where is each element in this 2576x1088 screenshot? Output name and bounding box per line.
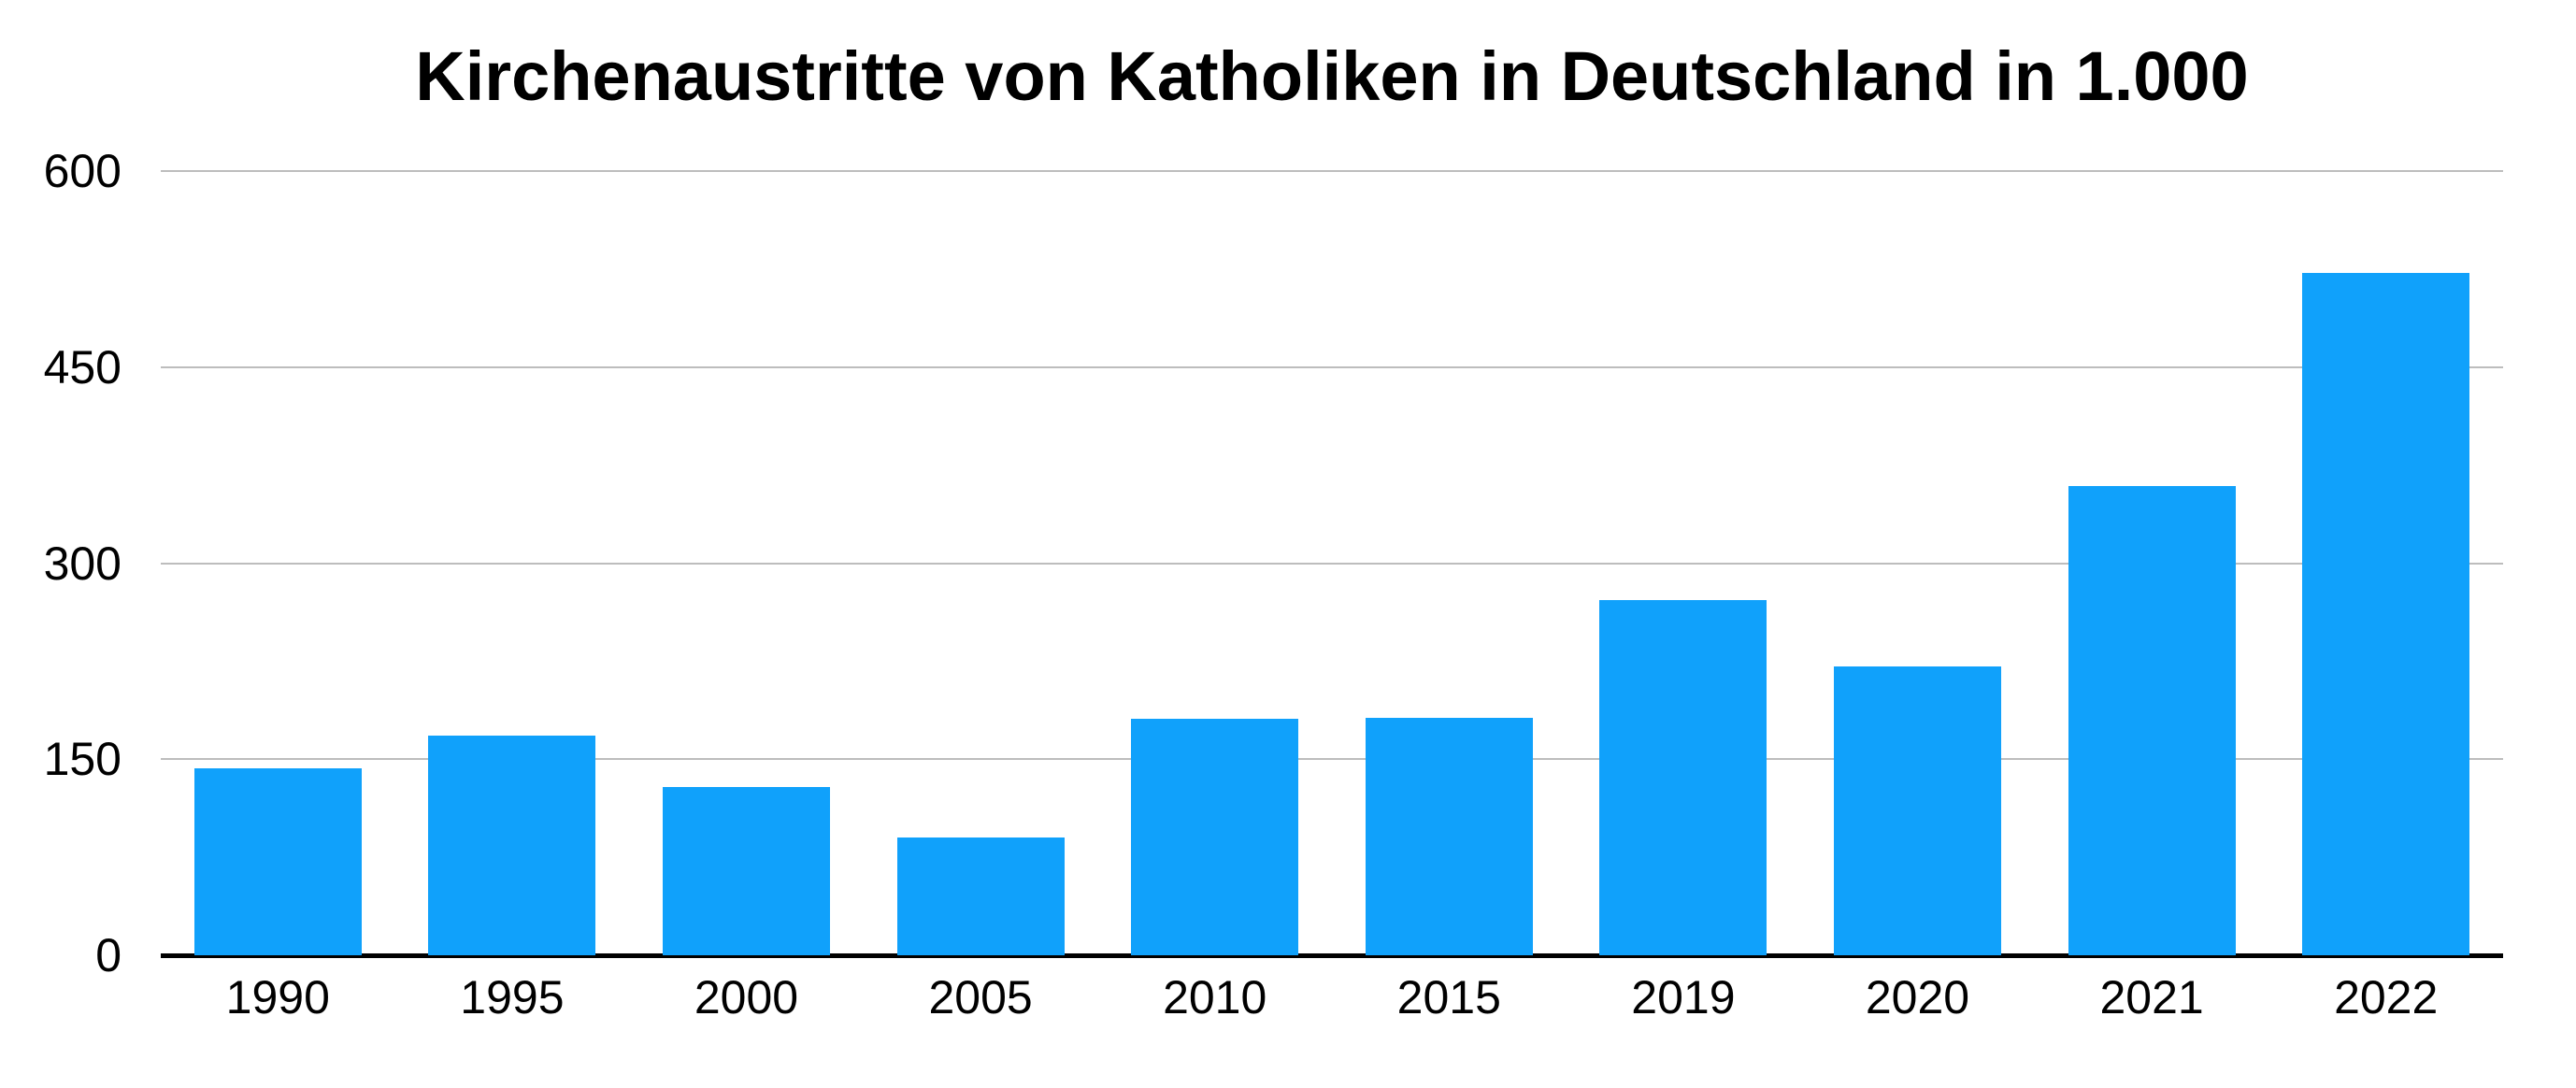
bar-2015: [1365, 717, 1533, 955]
x-tick-label-2022: 2022: [2334, 971, 2439, 1024]
x-tick-label-1995: 1995: [460, 971, 565, 1024]
y-tick-label-150: 150: [43, 733, 122, 786]
x-tick-label-1990: 1990: [225, 971, 330, 1024]
x-tick-label-2020: 2020: [1865, 971, 1970, 1024]
y-tick-label-450: 450: [43, 340, 122, 394]
bar-1990: [193, 768, 362, 955]
x-tick-label-2019: 2019: [1631, 971, 1736, 1024]
gridline-600: [161, 170, 2503, 172]
bar-2000: [663, 786, 830, 955]
bar-2020: [1834, 666, 2001, 955]
bar-2005: [896, 837, 1065, 955]
gridline-450: [161, 365, 2503, 368]
y-tick-label-0: 0: [95, 929, 122, 981]
x-tick-label-2000: 2000: [694, 971, 799, 1024]
bar-2019: [1599, 599, 1767, 955]
x-tick-label-2010: 2010: [1163, 971, 1267, 1024]
bar-2010: [1131, 718, 1299, 955]
bar-1995: [428, 736, 596, 955]
gridline-150: [161, 758, 2503, 761]
chart-title: Kirchenaustritte von Katholiken in Deuts…: [415, 37, 2249, 115]
bar-2022: [2302, 273, 2470, 955]
bar-2021: [2068, 485, 2236, 955]
x-tick-label-2005: 2005: [928, 971, 1033, 1024]
x-axis-baseline: [161, 953, 2503, 958]
y-tick-label-300: 300: [43, 537, 122, 590]
plot-area: [161, 170, 2503, 958]
y-tick-label-600: 600: [43, 145, 122, 197]
x-tick-label-2021: 2021: [2099, 971, 2204, 1024]
x-tick-label-2015: 2015: [1396, 971, 1501, 1024]
gridline-300: [161, 562, 2503, 565]
